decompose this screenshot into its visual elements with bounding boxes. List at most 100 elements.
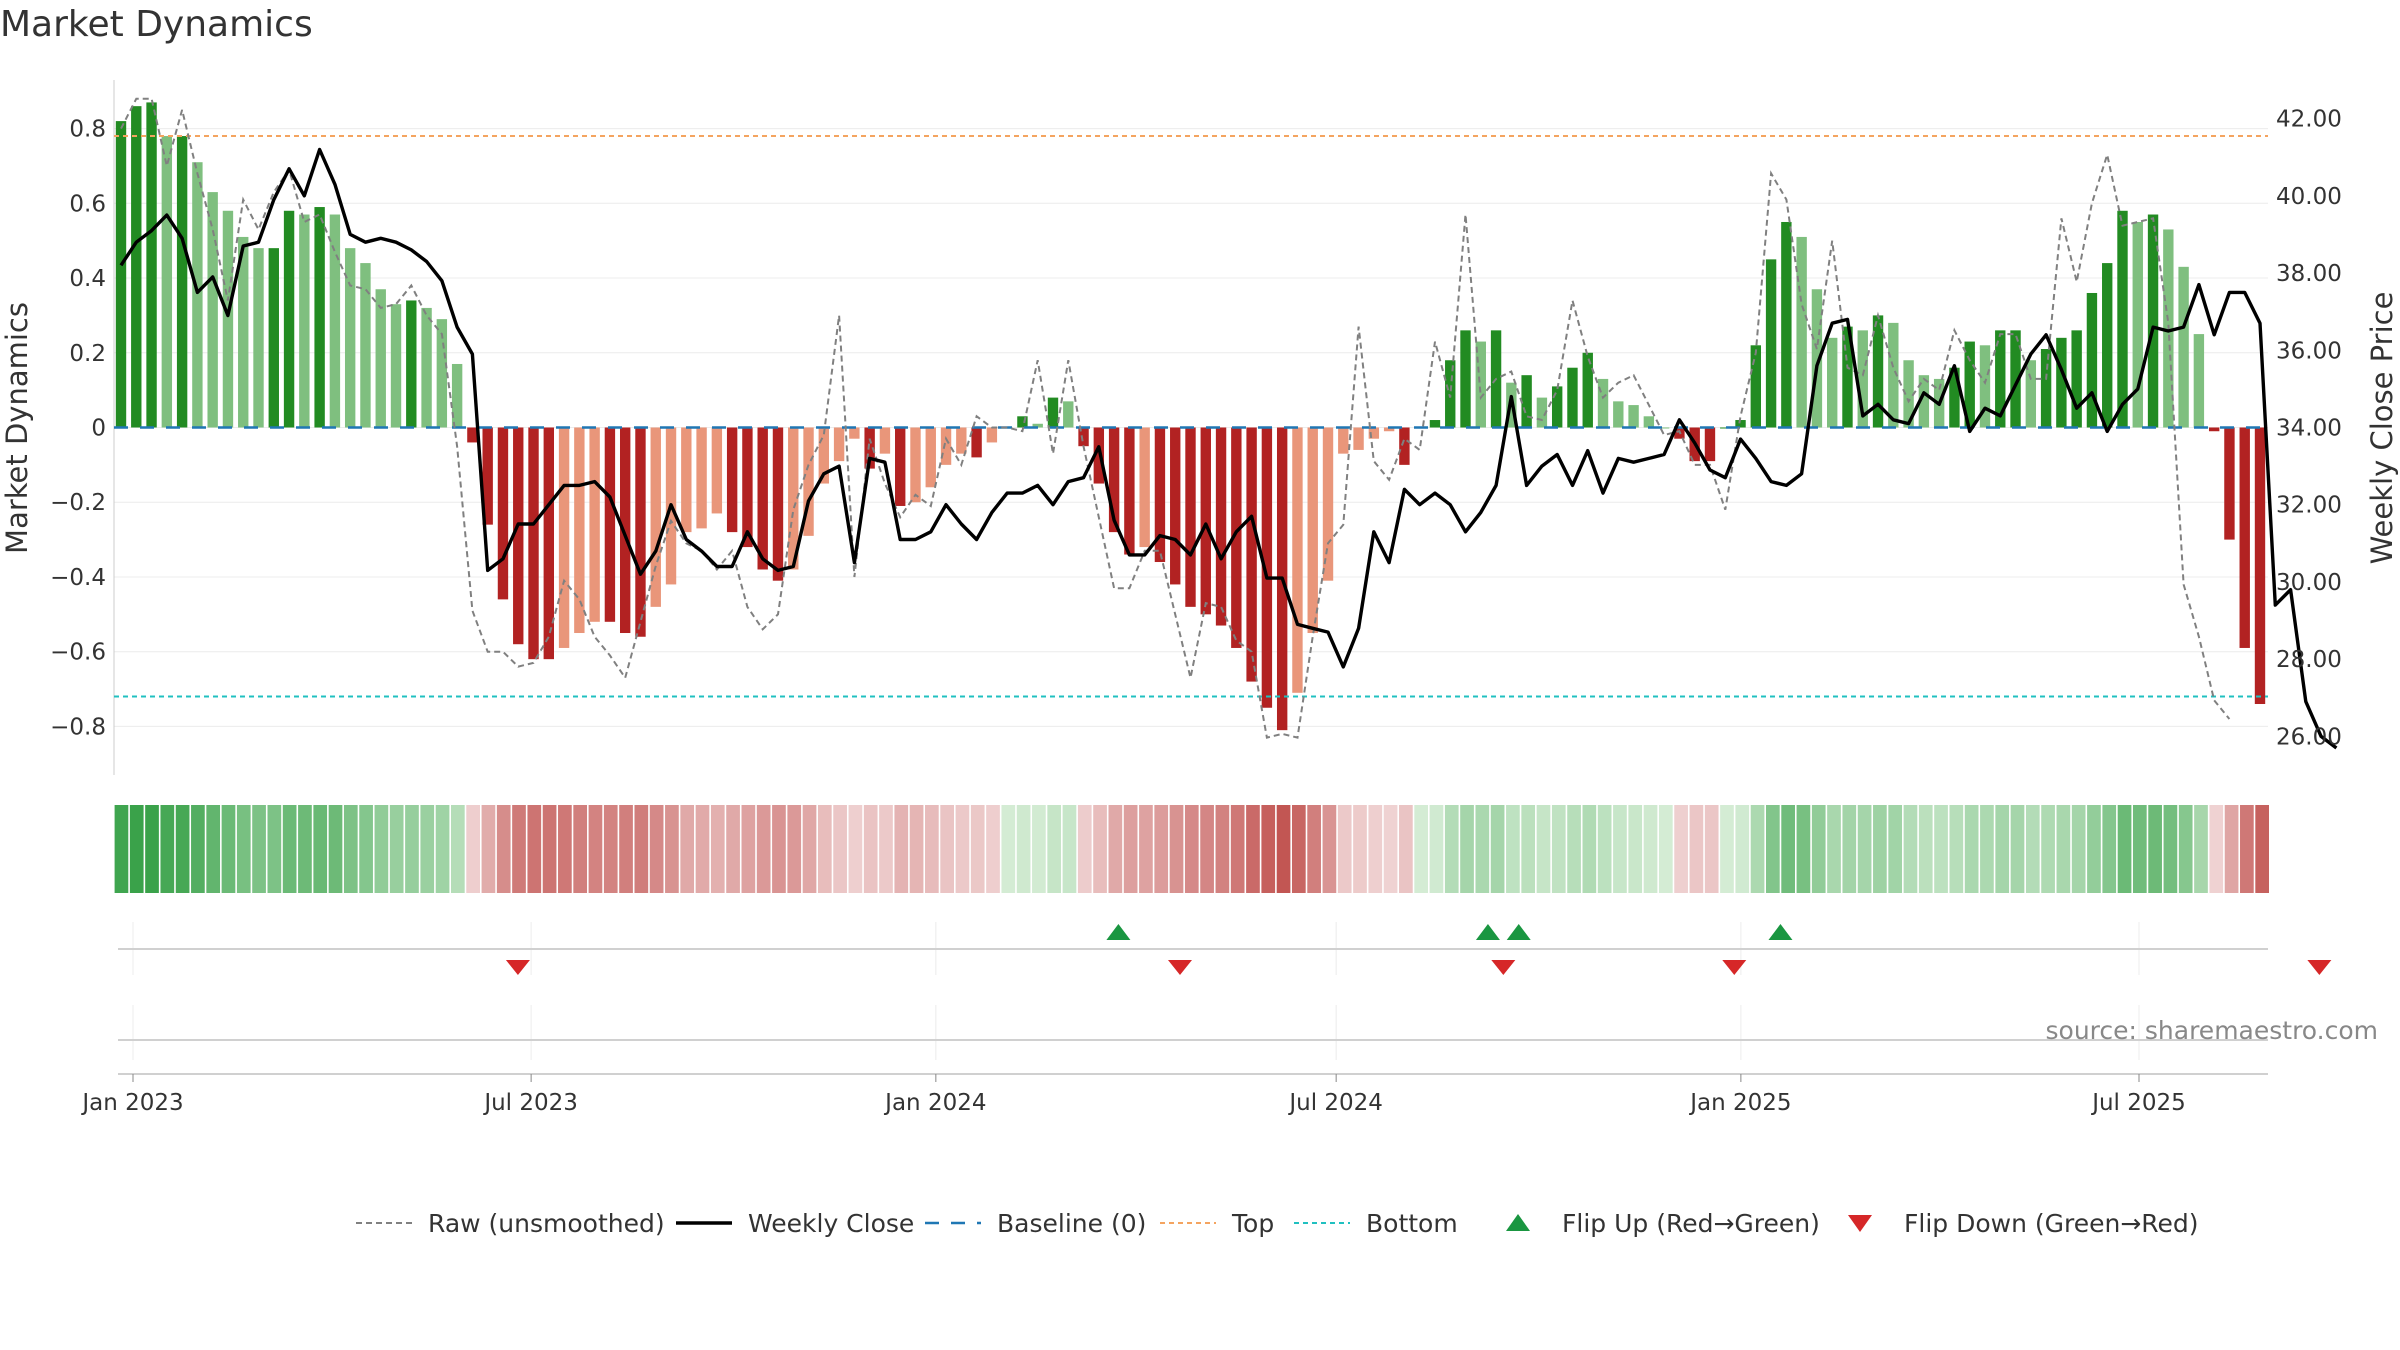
- dynamics-bar: [2102, 263, 2113, 428]
- flip-down-marker: [505, 960, 530, 975]
- heat-cell: [940, 805, 954, 893]
- dynamics-bar: [589, 427, 600, 622]
- dynamics-bar: [650, 427, 661, 607]
- dynamics-bar: [1918, 375, 1930, 428]
- heat-cell: [313, 805, 328, 893]
- dynamics-bar: [1872, 315, 1884, 428]
- dynamics-bar: [2025, 360, 2037, 428]
- dynamics-bar: [940, 427, 952, 465]
- dynamics-bar: [1811, 289, 1823, 428]
- heat-cell: [2255, 805, 2269, 893]
- heat-cell: [1842, 805, 1857, 893]
- heat-cell: [1949, 805, 1964, 893]
- dynamics-bar: [971, 427, 982, 458]
- left-tick-label: −0.6: [50, 640, 106, 666]
- dynamics-bar: [1597, 378, 1609, 428]
- dynamics-bar: [1979, 345, 1991, 428]
- heat-cell: [1169, 805, 1184, 893]
- dynamics-bar: [1078, 427, 1089, 447]
- heat-cell: [1903, 805, 1918, 893]
- heat-cell: [466, 805, 480, 893]
- right-tick-label: 26.00: [2276, 724, 2342, 750]
- dynamics-bar: [497, 427, 509, 600]
- dynamics-bar: [467, 427, 478, 443]
- heat-cell: [542, 805, 557, 893]
- right-axis-label: Weekly Close Price: [2365, 292, 2399, 565]
- dynamics-bar: [1368, 427, 1380, 439]
- dynamics-bar: [879, 427, 891, 454]
- x-tick-label: Jan 2025: [1688, 1090, 1791, 1116]
- dynamics-bar: [895, 427, 906, 506]
- dynamics-bar: [1521, 375, 1532, 428]
- dynamics-bar: [436, 319, 448, 428]
- source-label: source: sharemaestro.com: [2046, 1016, 2379, 1045]
- dynamics-bar: [635, 427, 646, 637]
- dynamics-bar: [1307, 427, 1318, 634]
- heat-cell: [512, 805, 526, 893]
- heat-cell: [1796, 805, 1811, 893]
- dynamics-bar: [833, 427, 845, 462]
- heat-cell: [1383, 805, 1398, 893]
- heat-cell: [1108, 805, 1123, 893]
- dynamics-bar: [1292, 427, 1303, 693]
- dynamics-bar: [849, 427, 860, 439]
- dynamics-bar: [299, 214, 310, 428]
- heat-cell: [726, 805, 740, 893]
- dynamics-bar: [986, 427, 998, 443]
- dynamics-bar: [2254, 427, 2266, 705]
- dynamics-bar: [1827, 337, 1838, 428]
- dynamics-bar: [192, 162, 203, 428]
- heat-cell: [1781, 805, 1795, 893]
- dynamics-bar: [1154, 427, 1166, 563]
- dynamics-bar: [696, 427, 707, 529]
- heat-cell: [1766, 805, 1780, 893]
- dynamics-bar: [360, 263, 371, 428]
- heat-cell: [2148, 805, 2162, 893]
- dynamics-bar: [1964, 341, 1975, 428]
- heat-cell: [863, 805, 878, 893]
- dynamics-bar: [283, 210, 295, 428]
- dynamics-bar: [788, 427, 799, 570]
- dynamics-bar: [1429, 420, 1441, 428]
- dynamics-bar: [390, 304, 402, 428]
- dynamics-bar: [1047, 397, 1059, 428]
- dynamics-bar: [1536, 397, 1548, 428]
- heat-cell: [435, 805, 450, 893]
- heat-cell: [1888, 805, 1903, 893]
- dynamics-bar: [344, 248, 356, 428]
- heat-cell: [1032, 805, 1046, 893]
- legend-label: Weekly Close: [748, 1209, 914, 1238]
- right-tick-label: 40.00: [2276, 184, 2342, 210]
- dynamics-bar: [726, 427, 738, 533]
- heat-cell: [1613, 805, 1627, 893]
- dynamics-bar: [1796, 236, 1807, 428]
- right-tick-label: 30.00: [2276, 570, 2342, 596]
- heat-cell: [1062, 805, 1077, 893]
- dynamics-bar: [1093, 427, 1105, 484]
- dynamics-bar: [1567, 367, 1578, 428]
- heat-cell: [405, 805, 419, 893]
- heat-cell: [343, 805, 358, 893]
- dynamics-bar: [1032, 423, 1043, 428]
- dynamics-bar: [115, 121, 127, 428]
- heat-cell: [2224, 805, 2239, 893]
- heat-cell: [1200, 805, 1214, 893]
- heat-cell: [925, 805, 939, 893]
- heat-cell: [649, 805, 664, 893]
- heat-cell: [1261, 805, 1276, 893]
- dynamics-bar: [2086, 292, 2098, 428]
- dynamics-bar: [2224, 427, 2235, 540]
- x-tick-label: Jul 2023: [482, 1090, 578, 1116]
- heat-cell: [1689, 805, 1704, 893]
- heat-cell: [634, 805, 649, 893]
- left-tick-label: 0.4: [69, 266, 106, 292]
- dynamics-bar: [2178, 266, 2189, 428]
- dynamics-bar: [1765, 259, 1777, 428]
- dynamics-bar: [1888, 322, 1899, 428]
- legend-item: Top: [1160, 1209, 1274, 1238]
- heat-cell: [1628, 805, 1643, 893]
- heat-cell: [817, 805, 832, 893]
- heat-cell: [1964, 805, 1979, 893]
- heat-cell: [2194, 805, 2208, 893]
- heat-cell: [1353, 805, 1367, 893]
